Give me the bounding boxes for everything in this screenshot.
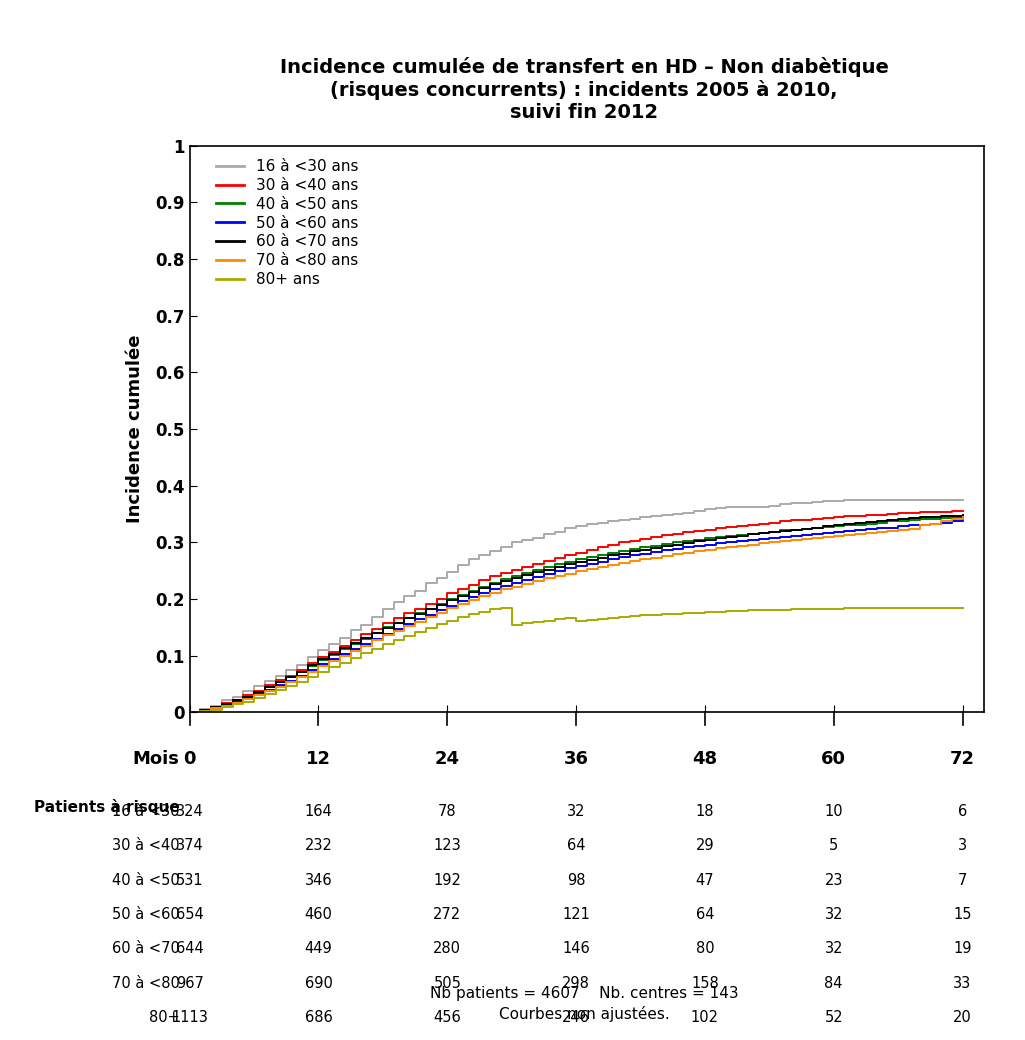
Text: 146: 146 — [562, 941, 590, 956]
Text: 48: 48 — [692, 750, 717, 769]
Text: 47: 47 — [696, 873, 714, 887]
Text: 32: 32 — [567, 804, 585, 818]
Text: 246: 246 — [562, 1010, 590, 1024]
Text: 98: 98 — [567, 873, 585, 887]
Text: 12: 12 — [305, 750, 331, 769]
Text: 232: 232 — [304, 838, 332, 853]
Text: 1113: 1113 — [171, 1010, 208, 1024]
Text: 644: 644 — [175, 941, 204, 956]
Text: 36: 36 — [564, 750, 588, 769]
Text: 123: 123 — [434, 838, 461, 853]
Text: Patients à risque: Patients à risque — [34, 799, 179, 814]
Text: 654: 654 — [175, 907, 204, 921]
Y-axis label: Incidence cumulée: Incidence cumulée — [126, 335, 145, 523]
Text: 80: 80 — [696, 941, 714, 956]
Text: Mois: Mois — [132, 750, 179, 769]
Text: 70 à <80: 70 à <80 — [112, 976, 179, 990]
Text: 6: 6 — [958, 804, 968, 818]
Text: 324: 324 — [175, 804, 204, 818]
Text: 32: 32 — [824, 907, 843, 921]
Text: 5: 5 — [829, 838, 838, 853]
Text: 40 à <50: 40 à <50 — [112, 873, 179, 887]
Text: 449: 449 — [304, 941, 332, 956]
Text: 20: 20 — [953, 1010, 972, 1024]
Text: 29: 29 — [696, 838, 714, 853]
Text: 456: 456 — [434, 1010, 461, 1024]
Text: Courbes non ajustées.: Courbes non ajustées. — [499, 1006, 669, 1022]
Text: 460: 460 — [304, 907, 332, 921]
Text: 64: 64 — [567, 838, 585, 853]
Text: 531: 531 — [176, 873, 203, 887]
Text: Incidence cumulée de transfert en HD – Non diabètique
(risques concurrents) : in: Incidence cumulée de transfert en HD – N… — [280, 57, 889, 123]
Text: 7: 7 — [957, 873, 968, 887]
Text: 121: 121 — [562, 907, 590, 921]
Text: 3: 3 — [958, 838, 968, 853]
Text: 33: 33 — [953, 976, 972, 990]
Text: 64: 64 — [696, 907, 714, 921]
Text: 84: 84 — [824, 976, 843, 990]
Text: 192: 192 — [434, 873, 461, 887]
Text: 164: 164 — [304, 804, 332, 818]
Text: 505: 505 — [434, 976, 461, 990]
Text: 280: 280 — [434, 941, 461, 956]
Text: 102: 102 — [691, 1010, 719, 1024]
Text: 0: 0 — [183, 750, 196, 769]
Text: 72: 72 — [950, 750, 975, 769]
Text: 967: 967 — [175, 976, 204, 990]
Text: 18: 18 — [696, 804, 714, 818]
Text: 16 à <30: 16 à <30 — [112, 804, 179, 818]
Text: 19: 19 — [953, 941, 972, 956]
Text: 686: 686 — [304, 1010, 332, 1024]
Text: 52: 52 — [824, 1010, 843, 1024]
Text: 374: 374 — [175, 838, 204, 853]
Text: 23: 23 — [824, 873, 843, 887]
Text: 272: 272 — [434, 907, 461, 921]
Text: 30 à <40: 30 à <40 — [112, 838, 179, 853]
Text: Nb patients = 4607    Nb. centres = 143: Nb patients = 4607 Nb. centres = 143 — [429, 986, 739, 1000]
Text: 24: 24 — [435, 750, 460, 769]
Text: 60: 60 — [821, 750, 847, 769]
Text: 346: 346 — [304, 873, 332, 887]
Text: 78: 78 — [438, 804, 456, 818]
Text: 15: 15 — [953, 907, 972, 921]
Text: 32: 32 — [824, 941, 843, 956]
Text: 10: 10 — [824, 804, 843, 818]
Text: 298: 298 — [562, 976, 590, 990]
Text: 80+: 80+ — [149, 1010, 179, 1024]
Text: 690: 690 — [304, 976, 332, 990]
Text: 50 à <60: 50 à <60 — [112, 907, 179, 921]
Legend: 16 à <30 ans, 30 à <40 ans, 40 à <50 ans, 50 à <60 ans, 60 à <70 ans, 70 à <80 a: 16 à <30 ans, 30 à <40 ans, 40 à <50 ans… — [213, 156, 362, 290]
Text: 60 à <70: 60 à <70 — [112, 941, 179, 956]
Text: 158: 158 — [691, 976, 719, 990]
